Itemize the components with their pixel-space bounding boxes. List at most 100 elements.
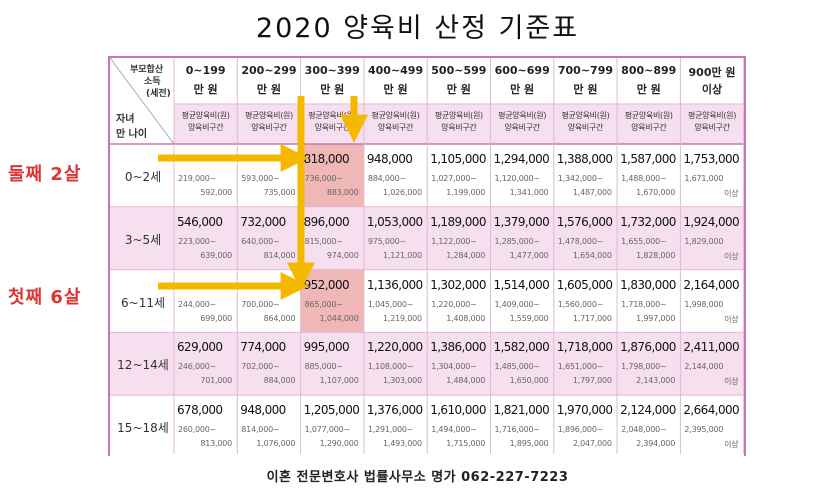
table-cell: 1,105,000 1,027,000~ 1,199,000 — [427, 144, 490, 207]
average-amount: 2,411,000 — [683, 340, 740, 355]
average-amount: 1,576,000 — [556, 214, 613, 229]
range-end: 2,143,000 — [636, 376, 676, 386]
header-sub-avg: 평균양육비(원) — [624, 111, 673, 120]
column-header: 400~499 만 원 평균양육비(원) 양육비구간 — [364, 58, 427, 144]
range-start: 736,000~ — [304, 174, 343, 183]
column-header: 800~899 만 원 평균양육비(원) 양육비구간 — [617, 58, 680, 144]
table-cell: 1,610,000 1,494,000~ 1,715,000 — [427, 395, 490, 458]
table-cell: 546,000 223,000~ 639,000 — [174, 207, 237, 270]
average-amount: 948,000 — [366, 152, 413, 166]
table-cell: 593,000~ 735,000 — [237, 144, 300, 207]
range-start: 1,077,000~ — [304, 425, 351, 435]
average-amount: 2,164,000 — [683, 277, 740, 292]
range-end: 1,487,000 — [572, 188, 612, 197]
column-header: 500~599 만 원 평균양육비(원) 양육비구간 — [427, 58, 490, 144]
header-sub-avg: 평균양육비(원) — [371, 111, 420, 120]
range-end: 2,047,000 — [572, 439, 612, 449]
table-cell: 678,000 260,000~ 813,000 — [174, 395, 237, 458]
table-cell: 700,000~ 864,000 — [237, 270, 300, 333]
range-end: 974,000 — [326, 250, 359, 260]
range-end: 1,303,000 — [382, 376, 422, 386]
range-end: 1,484,000 — [446, 376, 486, 386]
average-amount: 1,821,000 — [493, 403, 550, 418]
table-cell: 1,605,000 1,560,000~ 1,717,000 — [554, 270, 617, 333]
range-end: 1,654,000 — [572, 250, 612, 260]
header-sub-avg: 평균양육비(원) — [688, 111, 737, 120]
range-start: 1,409,000~ — [494, 299, 541, 309]
range-end: 1,341,000 — [509, 188, 549, 197]
range-end: 1,717,000 — [572, 313, 612, 323]
table-cell: 948,000 884,000~ 1,026,000 — [364, 144, 427, 207]
average-amount: 1,388,000 — [556, 152, 613, 166]
range-end: 1,026,000 — [382, 188, 422, 197]
range-end: 699,000 — [200, 313, 232, 323]
range-start: 1,655,000~ — [621, 236, 667, 246]
range-start: 593,000~ — [241, 174, 280, 183]
range-end: 1,477,000 — [509, 250, 549, 260]
column-header: 200~299 만 원 평균양육비(원) 양육비구간 — [237, 58, 300, 144]
table-cell: 1,053,000 975,000~ 1,121,000 — [364, 207, 427, 270]
column-header: 700~799 만 원 평균양육비(원) 양육비구간 — [554, 58, 617, 144]
range-end: 884,000 — [263, 376, 296, 386]
header-sub-avg: 평균양육비(원) — [308, 111, 357, 120]
average-amount: 1,376,000 — [366, 403, 423, 418]
table-cell: 1,821,000 1,716,000~ 1,895,000 — [491, 395, 554, 458]
range-end: 1,076,000 — [256, 439, 296, 449]
age-label: 6~11세 — [121, 295, 165, 310]
header-range: 700~799 — [557, 64, 614, 77]
highlight-cell — [300, 144, 364, 207]
footer-contact: 이혼 전문변호사 법률사무소 명가 062-227-7223 — [266, 470, 569, 485]
age-label: 15~18세 — [117, 421, 169, 436]
range-end: 814,000 — [263, 250, 296, 260]
header-sub-range: 양육비구간 — [187, 123, 224, 132]
corner-label: 자녀 — [116, 114, 135, 125]
table-cell: 1,302,000 1,220,000~ 1,408,000 — [427, 270, 490, 333]
average-amount: 1,830,000 — [620, 277, 676, 292]
table-grid — [110, 58, 744, 454]
range-start: 1,120,000~ — [494, 174, 541, 183]
age-label: 0~2세 — [124, 170, 162, 184]
range-end: 1,895,000 — [509, 439, 549, 449]
average-amount: 1,205,000 — [303, 403, 360, 418]
table-cell: 1,582,000 1,485,000~ 1,650,000 — [491, 332, 554, 395]
table-cell: 1,189,000 1,122,000~ 1,284,000 — [427, 207, 490, 270]
average-amount: 1,053,000 — [366, 214, 423, 229]
range-end: 701,000 — [200, 376, 232, 386]
header-sub-band — [174, 104, 744, 144]
header-range: 300~399 — [304, 64, 360, 77]
annotation-first-child: 첫째 6살 — [8, 287, 82, 308]
average-amount: 732,000 — [240, 214, 286, 229]
table-cell: 1,205,000 1,077,000~ 1,290,000 — [301, 395, 364, 458]
range-end: 이상 — [724, 251, 739, 261]
average-amount: 1,379,000 — [493, 214, 550, 229]
header-unit: 이상 — [701, 83, 723, 96]
range-start: 2,144,000 — [684, 362, 724, 372]
table-cell: 732,000 640,000~ 814,000 — [237, 207, 300, 270]
header-sub-range: 양육비구간 — [314, 123, 351, 132]
range-start: 975,000~ — [367, 236, 407, 246]
range-start: 1,998,000 — [684, 299, 724, 309]
range-start: 219,000~ — [178, 174, 217, 183]
range-end: 1,650,000 — [509, 376, 549, 386]
table-cell: 774,000 702,000~ 884,000 — [237, 332, 300, 395]
average-amount: 1,605,000 — [556, 277, 613, 292]
range-end: 1,121,000 — [382, 250, 422, 260]
table-cell: 2,164,000 1,998,000 이상 — [680, 270, 743, 333]
average-amount: 1,970,000 — [556, 403, 613, 418]
table-cell: 2,124,000 2,048,000~ 2,394,000 — [617, 395, 680, 458]
header-range: 800~899 — [621, 64, 677, 77]
table-cell: 1,753,000 1,671,000 이상 — [680, 144, 743, 207]
range-end: 864,000 — [263, 313, 296, 323]
range-start: 815,000~ — [304, 236, 343, 246]
range-start: 1,798,000~ — [621, 362, 667, 372]
average-amount: 1,189,000 — [430, 214, 486, 229]
range-start: 2,048,000~ — [621, 425, 667, 435]
range-start: 702,000~ — [241, 362, 280, 372]
average-amount: 1,386,000 — [430, 340, 486, 355]
table-cell: 629,000 246,000~ 701,000 — [174, 332, 237, 395]
header-sub-range: 양육비구간 — [504, 123, 540, 132]
average-amount: 818,000 — [303, 152, 350, 166]
range-start: 1,285,000~ — [494, 236, 541, 246]
average-amount: 629,000 — [177, 340, 223, 355]
table-cell: 1,220,000 1,108,000~ 1,303,000 — [364, 332, 427, 395]
